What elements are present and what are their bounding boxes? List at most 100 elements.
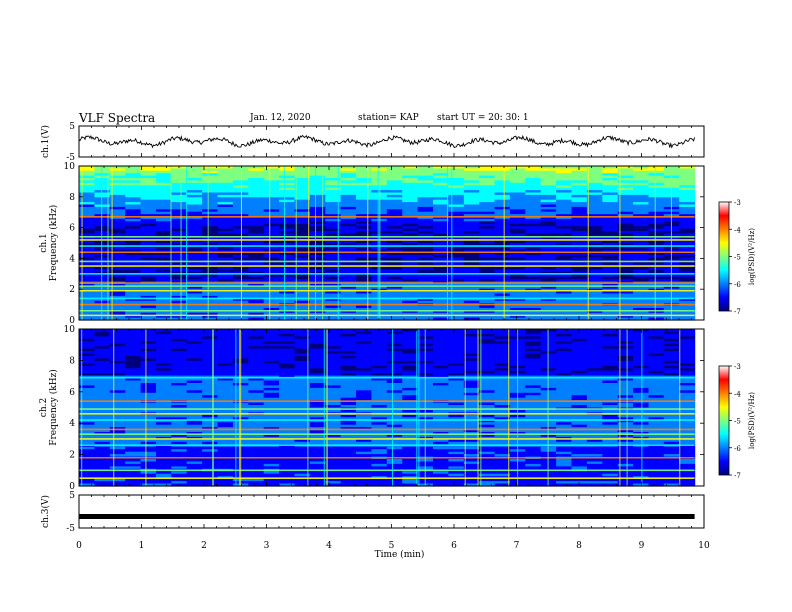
ch1-spectrogram-cell [217, 180, 234, 184]
ch1-spectrogram-cell [463, 173, 480, 177]
ch2-spectrogram-cell [617, 346, 634, 350]
ch1-spectrogram-cell [617, 178, 634, 181]
ch2-spectrogram-cell [125, 449, 142, 453]
ch1-spectrogram-cell [448, 192, 465, 196]
ch1-spectrogram-cell [279, 295, 296, 299]
ch2-spectrogram-cell [263, 373, 280, 377]
ch2-spectrogram-cell [202, 373, 219, 377]
ch1-spectrogram-cell [79, 295, 95, 299]
ch1-spectrogram-cell [171, 279, 188, 283]
ch1-spectrogram-cell [448, 262, 465, 266]
ch1-spectrogram-cell [509, 300, 526, 304]
ch2-spectrogram-cell [263, 424, 280, 428]
ch2-spectrogram-cell [340, 378, 357, 382]
ch2-spectrogram-cell [648, 343, 665, 347]
ch2-spectrogram-cell [540, 365, 557, 369]
ch2-spectrogram-cell [663, 338, 680, 342]
ch2-spectrogram-cell [386, 341, 403, 345]
ch1-spectrogram-cell [509, 291, 526, 295]
ch1-spectrogram-cell [202, 257, 219, 261]
ch1-spectrogram-cell [509, 293, 526, 297]
ch2-spectrogram-cell [448, 441, 465, 445]
ch2-spectrogram-cell [571, 348, 588, 352]
ch2-spectrogram-cell [248, 373, 265, 377]
ch1-spectrogram-cell [309, 226, 326, 230]
ch2-spectrogram-cell [448, 341, 465, 345]
ch1-spectrogram-cell [525, 202, 542, 206]
ch2-spectrogram-cell [525, 378, 542, 382]
ch1-spectrogram-cell [279, 175, 296, 179]
ch1-spectrogram-cell [309, 182, 326, 186]
ch1-spectrogram-cell [402, 168, 419, 172]
ch1-spectrogram-cell [617, 223, 634, 227]
ch2-spectrogram-cell [679, 417, 696, 421]
ch1-spectrogram-cell [294, 243, 311, 246]
ch2-spectrogram-cell [556, 365, 573, 369]
ch2-spectrogram-cell [79, 336, 95, 340]
ch1-spectrogram-cell [309, 267, 326, 271]
ch1-spectrogram-cell [571, 216, 588, 220]
ch1-spectrogram-cell [386, 221, 403, 225]
ch2-spectrogram-cell [125, 424, 142, 428]
ch1-spectrogram-cell [202, 305, 219, 309]
ch1-spectrogram-cell [494, 291, 511, 295]
ch1-spectrogram-cell [617, 216, 634, 220]
ch1-spectrogram-cell [232, 279, 249, 283]
ch1-spectrogram-cell [217, 197, 234, 201]
ch2-spectrogram-cell [94, 417, 111, 421]
ch2-spectrogram-cell [186, 380, 203, 384]
ch1-spectrogram-cell [156, 240, 172, 244]
ch2-spectrogram-cell [202, 336, 219, 340]
ch1-spectrogram-cell [140, 175, 157, 179]
ch2-spectrogram-cell [556, 353, 573, 357]
ch2-spectrogram-cell [679, 385, 696, 389]
ch1-spectrogram-cell [648, 291, 665, 295]
ch2-spectrogram-cell [617, 387, 634, 391]
ch2-spectrogram-cell [494, 365, 511, 369]
ch1-spectrogram-cell [648, 300, 665, 304]
ch1-spectrogram-cell [417, 317, 434, 321]
ch1-spectrogram-cell [202, 308, 219, 311]
ch1-spectrogram-cell [325, 269, 342, 273]
ch1-spectrogram-cell [109, 192, 126, 196]
ch2-spectrogram-cell [371, 459, 388, 463]
ch2-spectrogram-cell [479, 422, 496, 426]
ch2-spectrogram-cell [79, 434, 95, 438]
ch2-spectrogram-cell [248, 395, 265, 399]
ch1-spectrogram-cell [556, 279, 573, 283]
ch1-spectrogram-cell [494, 293, 511, 297]
ch1-spectrogram-cell [294, 267, 311, 271]
ch2-spectrogram-cell [186, 385, 203, 389]
ch2-spectrogram-cell [125, 351, 142, 355]
ch1-spectrogram-cell [248, 293, 265, 297]
ch1-spectrogram-cell [309, 312, 326, 316]
ch1-spectrogram-cell [571, 274, 588, 278]
ch2-spectrogram-cell [525, 385, 542, 389]
ch2-spectrogram-cell [571, 360, 588, 364]
ch2-spectrogram-cell [217, 387, 234, 391]
ch1-spectrogram-cell [602, 209, 619, 213]
ch1-spectrogram-cell [202, 175, 219, 179]
ch1-spectrogram-cell [586, 202, 603, 206]
ch2-spectrogram-cell [156, 370, 172, 374]
ch1-spectrogram-cell [448, 233, 465, 237]
ch1-spectrogram-cell [356, 310, 372, 314]
ch1-spectrogram-cell [448, 308, 465, 311]
ch1-spectrogram-cell [263, 262, 280, 266]
ch1-spectrogram-cell [602, 226, 619, 230]
ch1-spectrogram-cell [586, 178, 603, 181]
ch1-spectrogram-cell [479, 226, 496, 230]
ch1-spectrogram-cell [525, 166, 542, 169]
ch1-spectrogram-cell [79, 298, 95, 302]
ch1-spectrogram-cell [125, 187, 142, 191]
ch1-spectrogram-cell [586, 233, 603, 237]
ch1-spectrogram-cell [232, 298, 249, 302]
ch1-spectrogram-cell [386, 279, 403, 283]
ch1-spectrogram-cell [94, 291, 111, 295]
ch1-spectrogram-cell [263, 223, 280, 227]
ch1-spectrogram-cell [79, 315, 95, 319]
ch1-spectrogram-cell [217, 240, 234, 244]
ch1-spectrogram-cell [248, 255, 265, 258]
ch1-spectrogram-cell [248, 197, 265, 201]
ch1-spectrogram-cell [94, 231, 111, 234]
